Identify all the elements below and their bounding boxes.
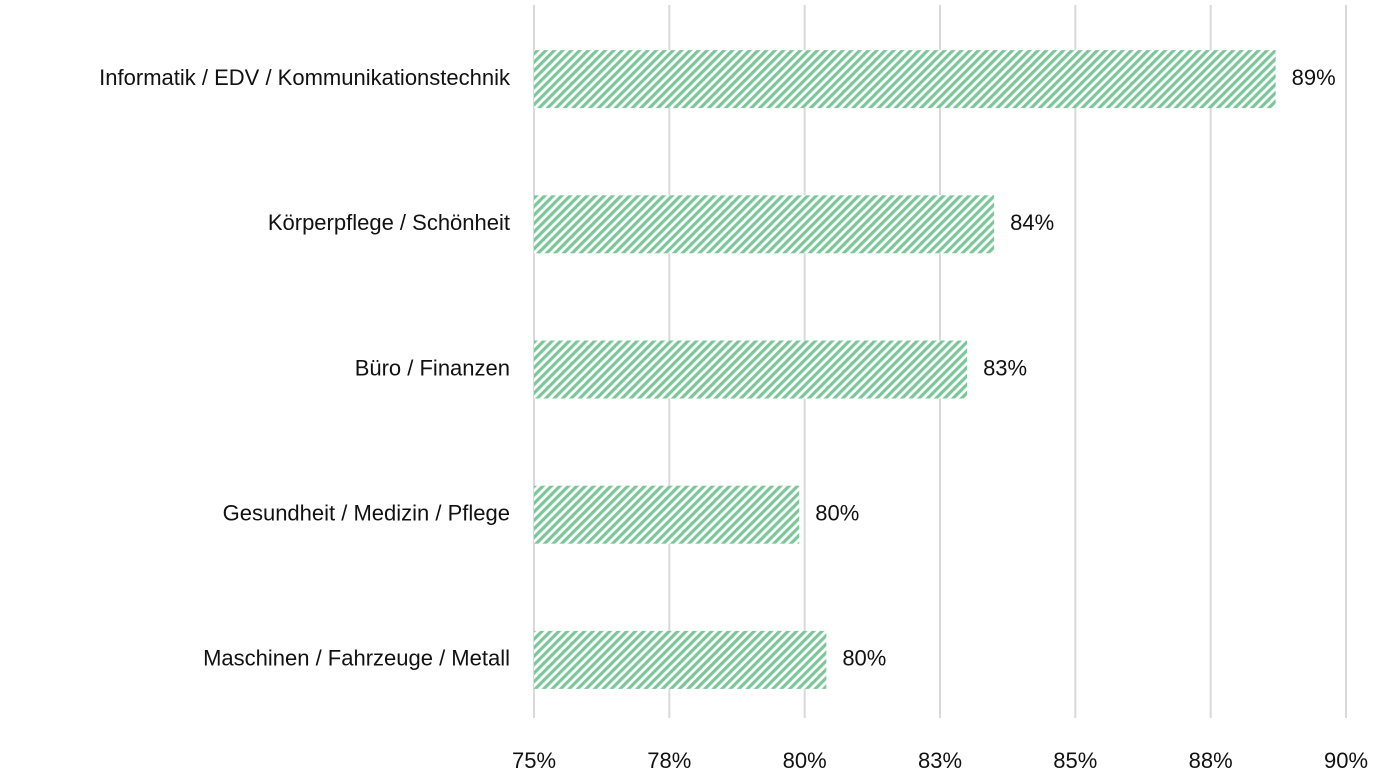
x-tick-label: 80% — [783, 748, 827, 773]
x-tick-label: 75% — [512, 748, 556, 773]
bar — [534, 340, 968, 399]
category-label: Informatik / EDV / Kommunikationstechnik — [99, 65, 511, 90]
value-label: 80% — [815, 501, 859, 526]
category-label: Maschinen / Fahrzeuge / Metall — [203, 646, 510, 671]
x-tick-label: 85% — [1053, 748, 1097, 773]
bar — [534, 195, 995, 254]
value-label: 89% — [1292, 65, 1336, 90]
bar — [534, 50, 1276, 109]
value-label: 83% — [983, 355, 1027, 380]
value-label: 80% — [842, 646, 886, 671]
x-tick-label: 90% — [1324, 748, 1368, 773]
category-label: Büro / Finanzen — [355, 355, 510, 380]
x-tick-label: 83% — [918, 748, 962, 773]
bar — [534, 485, 800, 544]
value-label: 84% — [1010, 210, 1054, 235]
x-tick-label: 88% — [1189, 748, 1233, 773]
category-label: Gesundheit / Medizin / Pflege — [223, 501, 510, 526]
x-tick-label: 78% — [647, 748, 691, 773]
bar — [534, 630, 827, 689]
category-label: Körperpflege / Schönheit — [268, 210, 510, 235]
